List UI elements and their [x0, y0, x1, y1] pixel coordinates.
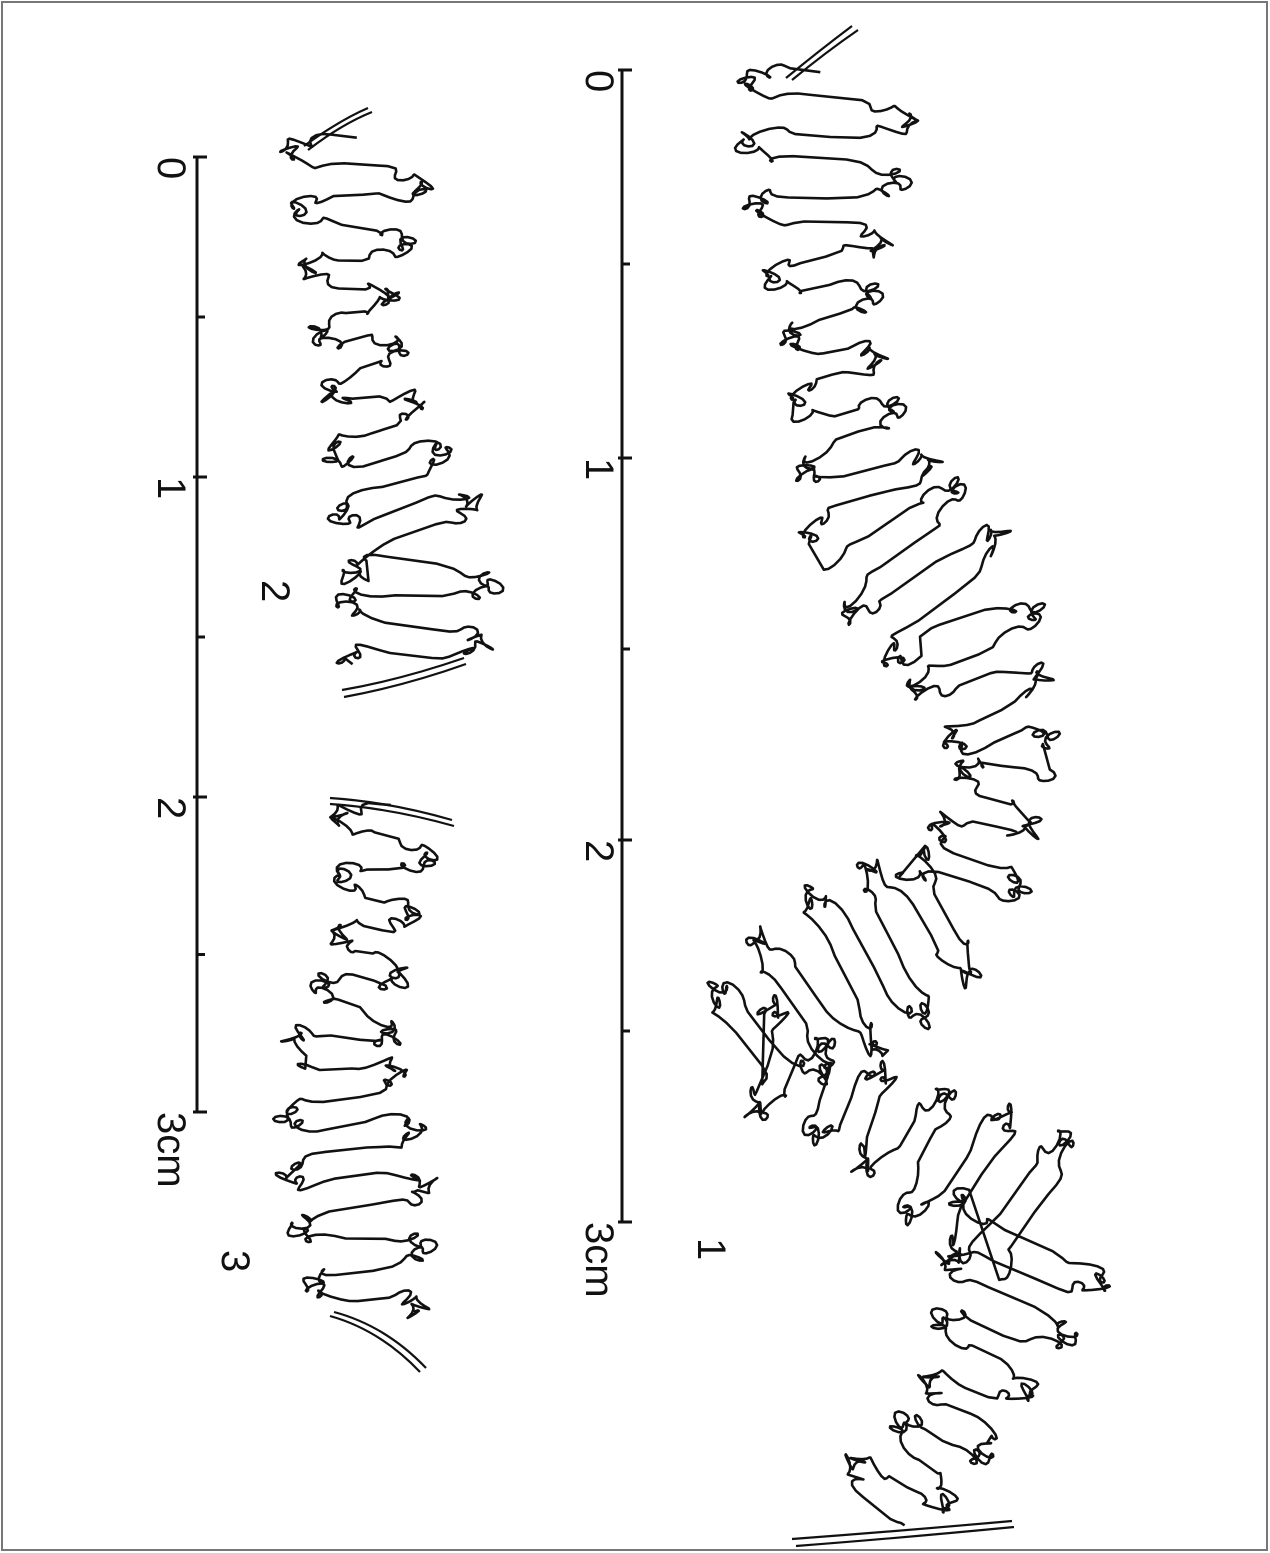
scale-label: 3cm [577, 1222, 621, 1298]
scale-label: 3cm [149, 1112, 193, 1188]
scale-label: 1 [149, 477, 193, 499]
shell-wall [303, 106, 373, 151]
scale-label: 1 [577, 458, 621, 480]
scale-label: 2 [149, 797, 193, 819]
scale-bars: 0 1 2 3cm 0 1 2 3cm [149, 68, 632, 1298]
scale-label: 0 [149, 157, 193, 179]
figure-number: 2 [253, 580, 297, 602]
suture-line [272, 801, 439, 1320]
figure-number: 3 [213, 1250, 257, 1272]
shell-wall [341, 656, 467, 699]
scale-label: 2 [577, 840, 621, 862]
suture-line [706, 63, 1111, 1527]
suture-line [279, 132, 505, 666]
shell-wall [785, 25, 859, 81]
scale-label: 0 [577, 70, 621, 92]
sutures [272, 63, 1111, 1527]
figure-number: 1 [689, 1238, 733, 1260]
shell-wall [329, 1310, 427, 1373]
shell-wall [791, 1519, 1015, 1548]
shell-wall [329, 796, 455, 828]
